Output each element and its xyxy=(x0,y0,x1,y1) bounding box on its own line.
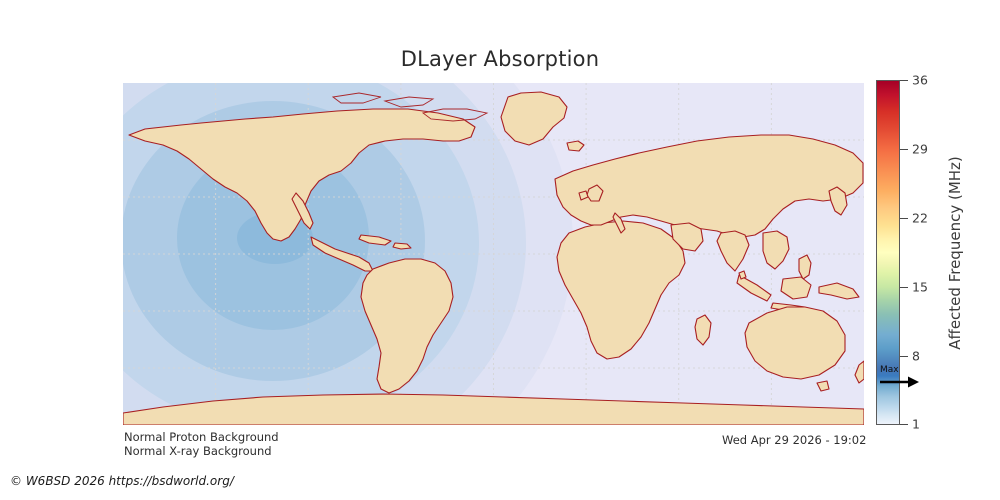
world-map-panel[interactable] xyxy=(123,83,864,425)
note-xray-background: Normal X-ray Background xyxy=(124,444,272,458)
land-north-america xyxy=(128,108,476,242)
arrow-right-icon xyxy=(880,376,919,388)
land-borneo xyxy=(780,276,812,300)
note-proton-background: Normal Proton Background xyxy=(124,430,279,444)
land-south-america xyxy=(360,258,454,394)
land-indochina xyxy=(762,230,790,270)
land-africa xyxy=(556,220,686,360)
land-japan xyxy=(828,186,848,216)
land-iceland xyxy=(566,140,585,152)
colorbar-gradient xyxy=(876,80,900,425)
page-title: DLayer Absorption xyxy=(400,47,600,71)
landmasses xyxy=(123,91,864,425)
world-map-svg xyxy=(123,83,864,425)
coastline-detail xyxy=(331,92,489,122)
colorbar-tick-label: 36 xyxy=(912,72,928,88)
land-baja-california xyxy=(291,192,314,230)
colorbar-tick xyxy=(900,218,908,219)
land-madagascar xyxy=(694,314,712,346)
land-philippines xyxy=(798,254,812,280)
land-greenland xyxy=(500,91,568,146)
land-australia xyxy=(744,306,846,380)
colorbar-tick-label: 8 xyxy=(912,348,920,364)
land-arabia xyxy=(670,222,704,252)
land-ireland xyxy=(578,190,589,201)
colorbar-tick xyxy=(900,356,908,357)
colorbar-tick-label: 15 xyxy=(912,279,928,295)
land-new-zealand xyxy=(854,360,864,384)
land-eurasia xyxy=(554,134,864,238)
colorbar-axis-label: Affected Frequency (MHz) xyxy=(944,80,966,425)
land-new-guinea xyxy=(818,282,860,300)
colorbar-tick xyxy=(900,287,908,288)
max-annotation-label: Max xyxy=(880,365,899,375)
timestamp: Wed Apr 29 2026 - 19:02 xyxy=(722,433,867,447)
colorbar[interactable]: 36 29 22 15 8 1 Affected Frequency (MHz) xyxy=(876,73,996,432)
land-tasmania xyxy=(816,380,830,392)
copyright-notice: © W6BSD 2026 https://bsdworld.org/ xyxy=(10,474,234,488)
colorbar-tick-label: 22 xyxy=(912,210,928,226)
land-sri-lanka xyxy=(738,270,747,280)
max-annotation: Max xyxy=(880,365,928,389)
land-italy xyxy=(612,212,626,234)
colorbar-tick xyxy=(900,80,908,81)
colorbar-tick-label: 29 xyxy=(912,141,928,157)
land-cuba xyxy=(358,234,392,246)
colorbar-tick xyxy=(900,149,908,150)
land-antarctica xyxy=(123,393,864,425)
land-sumatra xyxy=(736,274,772,302)
colorbar-axis-label-text: Affected Frequency (MHz) xyxy=(946,155,964,350)
land-india xyxy=(716,230,750,272)
land-hispaniola xyxy=(392,242,412,250)
colorbar-tick-label: 1 xyxy=(912,416,920,432)
colorbar-tick xyxy=(900,424,908,425)
